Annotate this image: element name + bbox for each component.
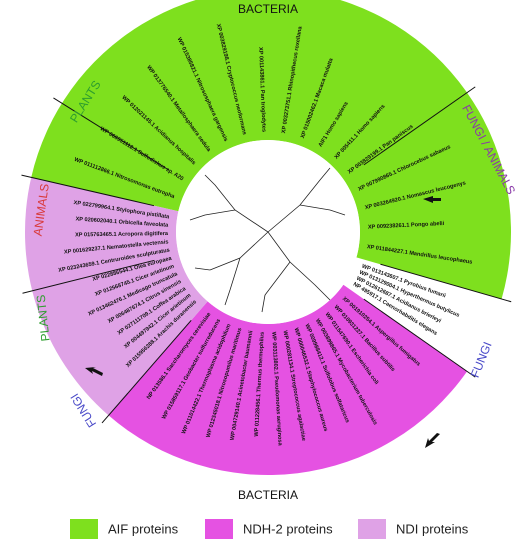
divider-line — [101, 319, 192, 424]
group-label: FUNGI — [468, 340, 495, 380]
tree-branches — [189, 167, 346, 313]
ndh2-sector — [108, 284, 468, 476]
leaf-label: XP 015763465.1 Acropora digitifera — [75, 231, 169, 238]
group-label: PLANTS — [34, 294, 53, 342]
leaf-label: WP 011228456.1 Thermus thermophilus — [254, 332, 266, 437]
legend-swatch — [358, 519, 386, 539]
arrow-marker — [423, 196, 441, 203]
divider-line — [21, 174, 155, 207]
arrow-marker — [425, 433, 440, 448]
ndi-sector — [25, 177, 208, 416]
leaf-label: XP 009238261.1 Pongo abelii — [368, 221, 445, 231]
divider-line — [363, 86, 476, 166]
arrow-marker — [85, 367, 103, 376]
divider-line — [363, 298, 476, 378]
sector-dividers — [21, 86, 512, 424]
legend-label: NDI proteins — [396, 521, 469, 536]
group-label: BACTERIA — [238, 488, 298, 502]
divider-line — [53, 97, 170, 171]
divider-line — [22, 259, 155, 294]
aif-sector — [31, 0, 511, 299]
legend-label: NDH-2 proteins — [243, 521, 333, 536]
divider-line — [380, 263, 512, 303]
legend-swatch — [70, 519, 98, 539]
legend-label: AIF proteins — [108, 521, 179, 536]
leaf-label: XP 001143861.1 Pan troglodytes — [257, 47, 266, 132]
legend-swatch — [205, 519, 233, 539]
group-label: BACTERIA — [238, 2, 298, 16]
